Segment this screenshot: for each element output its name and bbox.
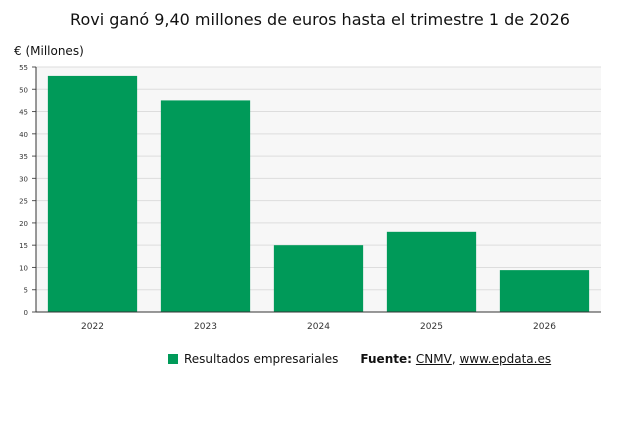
- y-tick-label: 0: [24, 309, 28, 317]
- y-tick-label: 5: [24, 287, 28, 295]
- y-tick-label: 50: [19, 86, 28, 94]
- legend-swatch: [168, 354, 178, 364]
- x-tick-label: 2026: [533, 322, 556, 332]
- source-link-epdata[interactable]: www.epdata.es: [459, 352, 552, 366]
- y-tick-label: 15: [19, 242, 28, 250]
- source-link-cnmv[interactable]: CNMV: [415, 352, 452, 366]
- x-tick-label: 2023: [194, 322, 217, 332]
- x-tick-label: 2025: [420, 322, 443, 332]
- source-note: Fuente: CNMV, www.epdata.es: [360, 352, 551, 366]
- x-tick-label: 2024: [307, 322, 330, 332]
- y-tick-label: 10: [19, 264, 28, 272]
- legend-label: Resultados empresariales: [184, 352, 339, 366]
- source-label: Fuente:: [360, 352, 412, 366]
- bar-2024: [273, 245, 364, 312]
- y-tick-label: 40: [19, 131, 28, 139]
- source-separator: ,: [451, 352, 460, 366]
- y-tick-label: 20: [19, 220, 28, 228]
- bar-2026: [499, 270, 590, 312]
- bar-2022: [47, 75, 138, 312]
- bar-2023: [160, 100, 251, 312]
- chart-legend: Resultados empresariales Fuente: CNMV, ww…: [168, 352, 551, 366]
- x-tick-label: 2022: [81, 322, 104, 332]
- y-tick-label: 30: [19, 175, 28, 183]
- y-tick-label: 55: [19, 64, 28, 72]
- chart-title: Rovi ganó 9,40 millones de euros hasta e…: [70, 10, 570, 29]
- y-tick-label: 25: [19, 198, 28, 206]
- y-axis-unit-label: € (Millones): [14, 44, 84, 58]
- y-tick-label: 35: [19, 153, 28, 161]
- y-tick-label: 45: [19, 109, 28, 117]
- bar-2025: [386, 231, 477, 312]
